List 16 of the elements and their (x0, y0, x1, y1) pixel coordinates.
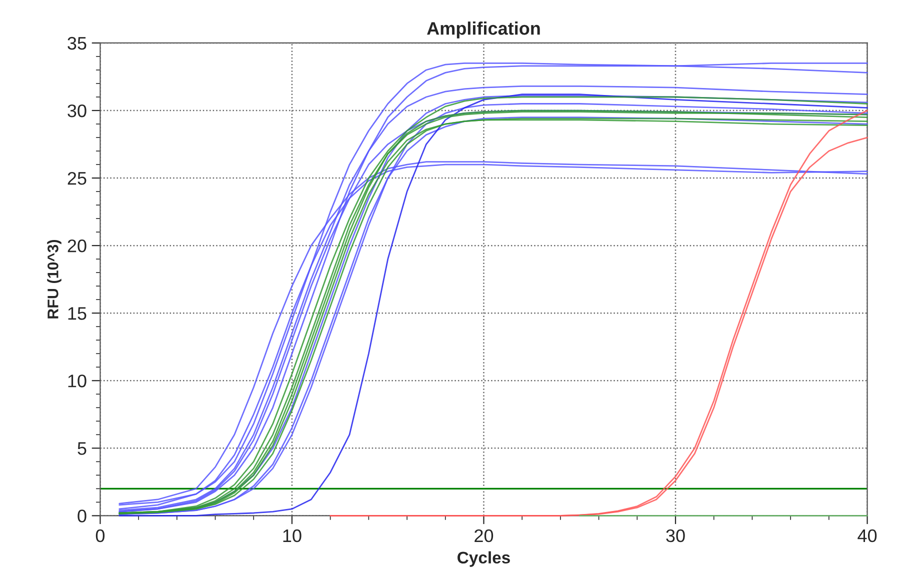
y-tick-label: 0 (78, 510, 86, 522)
y-tick-label: 15 (68, 307, 86, 320)
x-tick-label: 30 (666, 529, 685, 542)
y-tick-label: 5 (78, 442, 86, 455)
y-tick-label: 30 (68, 104, 86, 118)
chart-title: Amplification (427, 22, 540, 38)
y-tick-label: 35 (68, 36, 86, 50)
y-tick-label: 20 (68, 240, 86, 252)
y-tick-label: 25 (68, 172, 86, 185)
y-axis-title: RFU (10^3) (47, 240, 62, 318)
x-tick-label: 20 (474, 529, 494, 542)
x-tick-label: 10 (283, 529, 302, 542)
x-axis-title: Cycles (458, 551, 510, 567)
x-tick-label: 40 (858, 529, 877, 542)
x-tick-label: 0 (96, 529, 105, 542)
y-tick-label: 10 (68, 374, 86, 388)
